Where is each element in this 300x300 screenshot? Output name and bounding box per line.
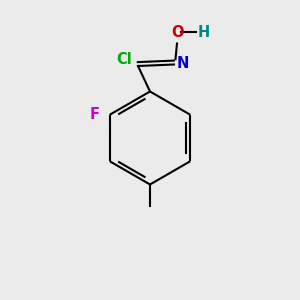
Text: F: F	[89, 106, 99, 122]
Text: O: O	[171, 25, 183, 40]
Text: H: H	[198, 25, 210, 40]
Text: Cl: Cl	[117, 52, 132, 67]
Text: N: N	[176, 56, 189, 71]
